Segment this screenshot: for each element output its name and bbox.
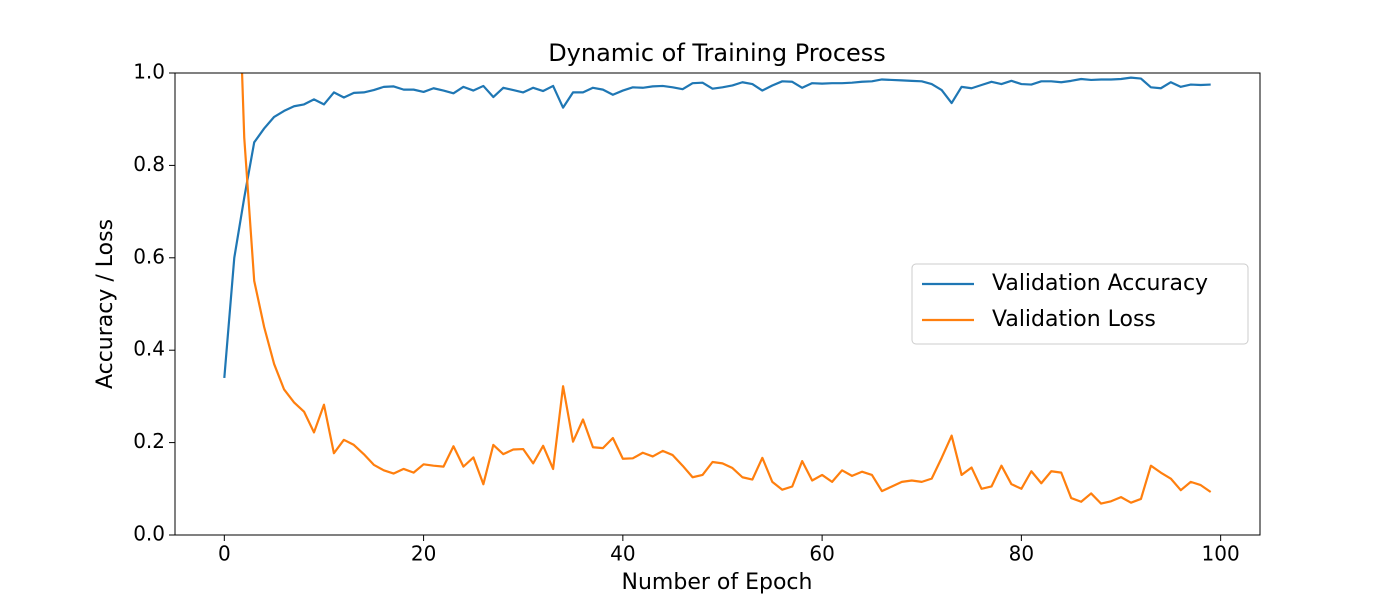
y-tick-label: 0.8 — [133, 152, 165, 176]
x-tick-label: 80 — [1009, 542, 1034, 566]
series-line — [240, 73, 1212, 505]
legend-label: Validation Loss — [992, 307, 1156, 332]
x-tick-label: 60 — [809, 542, 834, 566]
plot-frame — [174, 72, 1261, 536]
y-tick-label: 0.6 — [133, 244, 165, 268]
y-tick-label: 0.2 — [133, 429, 165, 453]
x-tick-label: 0 — [218, 542, 231, 566]
plot-lines — [223, 73, 1212, 505]
y-tick-label: 1.0 — [133, 60, 165, 84]
x-tick-label: 100 — [1202, 542, 1240, 566]
legend-label: Validation Accuracy — [992, 271, 1208, 296]
y-tick-label: 0.0 — [133, 522, 165, 546]
y-tick-label: 0.4 — [133, 337, 165, 361]
y-axis-label: Accuracy / Loss — [93, 219, 118, 389]
x-tick-label: 40 — [610, 542, 635, 566]
x-axis-label: Number of Epoch — [622, 570, 813, 595]
legend-box — [911, 263, 1249, 345]
series-line — [223, 76, 1211, 379]
chart-title: Dynamic of Training Process — [548, 39, 886, 67]
x-tick-label: 20 — [411, 542, 436, 566]
